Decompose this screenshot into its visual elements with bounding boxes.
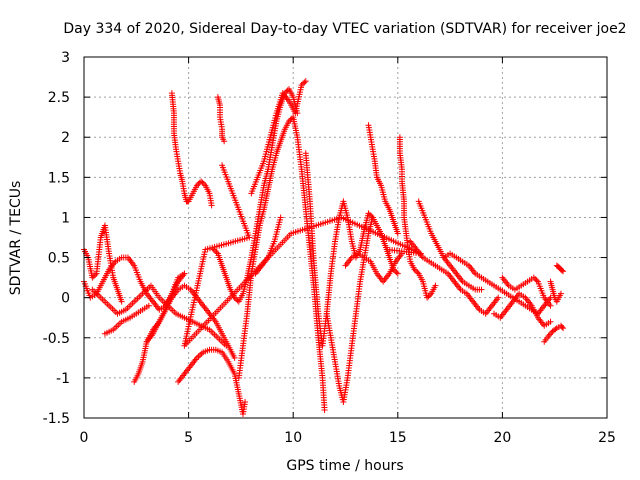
data-point bbox=[193, 182, 200, 189]
data-point bbox=[533, 277, 540, 284]
y-tick-label: -1.5 bbox=[43, 411, 70, 427]
data-point bbox=[321, 406, 328, 413]
data-point bbox=[368, 213, 375, 220]
data-point bbox=[495, 294, 502, 301]
grid-lines bbox=[84, 57, 607, 418]
data-point bbox=[286, 118, 293, 125]
data-point bbox=[394, 230, 401, 237]
data-point bbox=[195, 181, 202, 188]
data-point bbox=[277, 214, 284, 221]
data-point bbox=[557, 290, 564, 297]
y-tick-label: 1 bbox=[61, 210, 70, 226]
x-tick-label: 20 bbox=[493, 430, 511, 446]
data-point bbox=[414, 269, 421, 276]
data-point bbox=[560, 268, 567, 275]
data-point bbox=[530, 274, 537, 281]
x-tick-label: 10 bbox=[284, 430, 302, 446]
data-point bbox=[369, 214, 376, 221]
data-point bbox=[552, 326, 559, 333]
x-tick-label: 0 bbox=[80, 430, 89, 446]
data-point bbox=[90, 273, 97, 280]
data-point bbox=[411, 266, 418, 273]
y-tick-label: 3 bbox=[61, 50, 70, 66]
data-point bbox=[221, 138, 228, 145]
chart-title: Day 334 of 2020, Sidereal Day-to-day VTE… bbox=[63, 21, 626, 37]
data-point bbox=[242, 398, 249, 405]
data-point bbox=[212, 247, 219, 254]
data-point bbox=[208, 202, 215, 209]
data-point bbox=[532, 275, 539, 282]
x-axis-label: GPS time / hours bbox=[286, 458, 403, 474]
y-tick-label: -1 bbox=[56, 371, 70, 387]
data-point bbox=[197, 352, 204, 359]
data-point bbox=[394, 270, 401, 277]
data-point bbox=[298, 82, 305, 89]
y-tick-label: 2 bbox=[61, 130, 70, 146]
data-point bbox=[233, 296, 240, 303]
data-point bbox=[365, 210, 372, 217]
y-tick-label: 0.5 bbox=[48, 251, 70, 267]
data-point bbox=[432, 282, 439, 289]
data-point bbox=[89, 274, 96, 281]
data-markers bbox=[81, 78, 567, 417]
data-point bbox=[384, 246, 391, 253]
data-point bbox=[199, 179, 206, 186]
y-tick-label: 0 bbox=[61, 291, 70, 307]
data-point bbox=[392, 267, 399, 274]
y-tick-label: -0.5 bbox=[43, 331, 70, 347]
data-point bbox=[393, 269, 400, 276]
data-point bbox=[200, 181, 207, 188]
data-point bbox=[302, 78, 309, 85]
x-axis: 0 5 10 15 20 25 bbox=[80, 57, 616, 446]
y-tick-label: 2.5 bbox=[48, 90, 70, 106]
data-point bbox=[198, 178, 205, 185]
data-point bbox=[299, 80, 306, 87]
x-tick-label: 25 bbox=[598, 430, 616, 446]
data-point bbox=[559, 323, 566, 330]
y-axis-label: SDTVAR / TECUs bbox=[8, 181, 24, 296]
x-tick-label: 5 bbox=[184, 430, 193, 446]
data-point bbox=[145, 302, 152, 309]
data-point bbox=[195, 353, 202, 360]
data-point bbox=[118, 298, 125, 305]
data-point bbox=[366, 211, 373, 218]
data-point bbox=[547, 302, 554, 309]
data-point bbox=[425, 293, 432, 300]
data-point bbox=[547, 318, 554, 325]
y-tick-label: 1.5 bbox=[48, 170, 70, 186]
data-point bbox=[213, 249, 220, 256]
data-point bbox=[301, 79, 308, 86]
plot-frame bbox=[83, 56, 608, 419]
data-point bbox=[231, 354, 238, 361]
data-point bbox=[92, 271, 99, 278]
data-point bbox=[560, 325, 567, 332]
x-tick-label: 15 bbox=[389, 430, 407, 446]
data-point bbox=[426, 291, 433, 298]
data-point bbox=[412, 267, 419, 274]
y-axis: -1.5 -1 -0.5 0 0.5 1 1.5 2 2.5 3 bbox=[43, 50, 607, 427]
data-point bbox=[424, 294, 431, 301]
data-point bbox=[478, 286, 485, 293]
data-point bbox=[181, 270, 188, 277]
data-point bbox=[559, 267, 566, 274]
